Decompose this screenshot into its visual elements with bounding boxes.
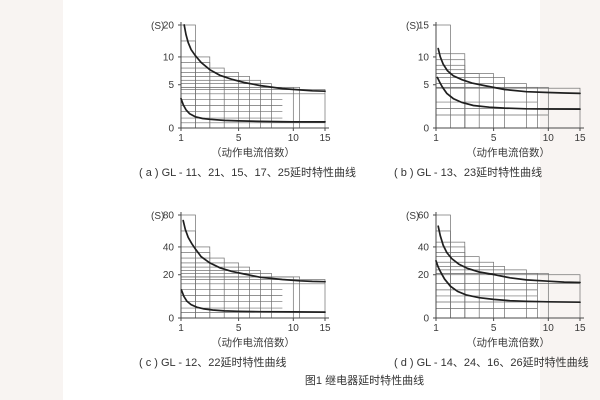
- chart-d-xaxis-label: （动作电流倍数）: [466, 337, 550, 349]
- upper-limit-curve: [437, 225, 581, 284]
- y-unit-label: (S): [406, 211, 419, 222]
- svg-text:0: 0: [168, 124, 174, 135]
- svg-text:40: 40: [418, 242, 430, 253]
- svg-text:5: 5: [491, 133, 497, 144]
- chart-c-caption: ( c ) GL - 12、22延时特性曲线: [139, 357, 287, 369]
- svg-text:15: 15: [574, 323, 586, 334]
- tolerance-grid: [180, 214, 326, 319]
- limit-curves: [180, 24, 326, 123]
- chart-panel-d: 0 20 40 60 1 5 10 15 (S) （动作电流倍数） ( d ) GL - 14、…: [386, 198, 600, 383]
- chart-a-caption: ( a ) GL - 11、21、15、17、25延时特性曲线: [139, 167, 357, 179]
- svg-text:15: 15: [574, 133, 586, 144]
- svg-text:10: 10: [543, 323, 555, 334]
- chart-a-xaxis-label: （动作电流倍数）: [211, 147, 295, 159]
- limit-curves: [180, 219, 326, 313]
- chart-panel-a: 0 5 10 20 1 5 10 15 (S) （动作电流倍数） ( a ) GL - 11、2…: [131, 8, 381, 193]
- svg-text:10: 10: [418, 52, 430, 63]
- y-unit-label: (S): [151, 211, 164, 222]
- axes: [178, 212, 329, 321]
- svg-text:40: 40: [163, 242, 175, 253]
- chart-panel-b: 0 5 10 15 1 5 10 15 (S) （动作电流倍数） ( b ) GL - 13、2…: [386, 8, 600, 193]
- svg-text:5: 5: [236, 323, 242, 334]
- figure-sheet: 0 5 10 20 1 5 10 15 (S) （动作电流倍数） ( a ) GL - 11、2…: [63, 0, 589, 400]
- svg-text:5: 5: [423, 80, 429, 91]
- figure-caption: 图1 继电器延时特性曲线: [304, 375, 425, 387]
- svg-text:60: 60: [418, 211, 430, 222]
- upper-limit-curve: [437, 47, 581, 95]
- svg-text:10: 10: [543, 133, 555, 144]
- limit-curves: [435, 225, 581, 304]
- upper-limit-curve: [182, 219, 326, 283]
- svg-text:15: 15: [418, 21, 430, 32]
- chart-b-caption: ( b ) GL - 13、23延时特性曲线: [394, 167, 543, 179]
- svg-text:15: 15: [319, 133, 331, 144]
- svg-text:5: 5: [236, 133, 242, 144]
- svg-text:0: 0: [423, 124, 429, 135]
- chart-panel-c: 0 20 40 80 1 5 10 15 (S) （动作电流倍数） ( c ) GL - 12、…: [131, 198, 381, 383]
- svg-text:0: 0: [168, 314, 174, 325]
- svg-text:1: 1: [433, 133, 439, 144]
- svg-text:20: 20: [418, 270, 430, 281]
- axes: [178, 22, 329, 131]
- limit-curves: [436, 47, 581, 110]
- chart-c-xaxis-label: （动作电流倍数）: [211, 337, 295, 349]
- svg-text:1: 1: [178, 323, 184, 334]
- lower-limit-curve: [180, 289, 326, 313]
- svg-text:5: 5: [491, 323, 497, 334]
- svg-text:20: 20: [163, 270, 175, 281]
- svg-text:5: 5: [168, 80, 174, 91]
- svg-text:10: 10: [163, 52, 175, 63]
- chart-b-xaxis-label: （动作电流倍数）: [466, 147, 550, 159]
- svg-text:10: 10: [288, 323, 300, 334]
- axes: [433, 22, 584, 131]
- lower-limit-curve: [435, 259, 581, 304]
- lower-limit-curve: [436, 76, 581, 110]
- svg-text:1: 1: [178, 133, 184, 144]
- svg-text:15: 15: [319, 323, 331, 334]
- svg-text:10: 10: [288, 133, 300, 144]
- chart-d-caption: ( d ) GL - 14、24、16、26延时特性曲线: [394, 357, 589, 369]
- svg-text:20: 20: [163, 21, 175, 32]
- y-unit-label: (S): [151, 21, 164, 32]
- upper-limit-curve: [183, 24, 326, 93]
- axes: [433, 212, 584, 321]
- svg-text:0: 0: [423, 314, 429, 325]
- svg-text:80: 80: [163, 211, 175, 222]
- tolerance-grid: [435, 24, 581, 129]
- lower-limit-curve: [180, 97, 326, 123]
- tolerance-grid: [180, 24, 326, 129]
- svg-text:1: 1: [433, 323, 439, 334]
- y-unit-label: (S): [406, 21, 419, 32]
